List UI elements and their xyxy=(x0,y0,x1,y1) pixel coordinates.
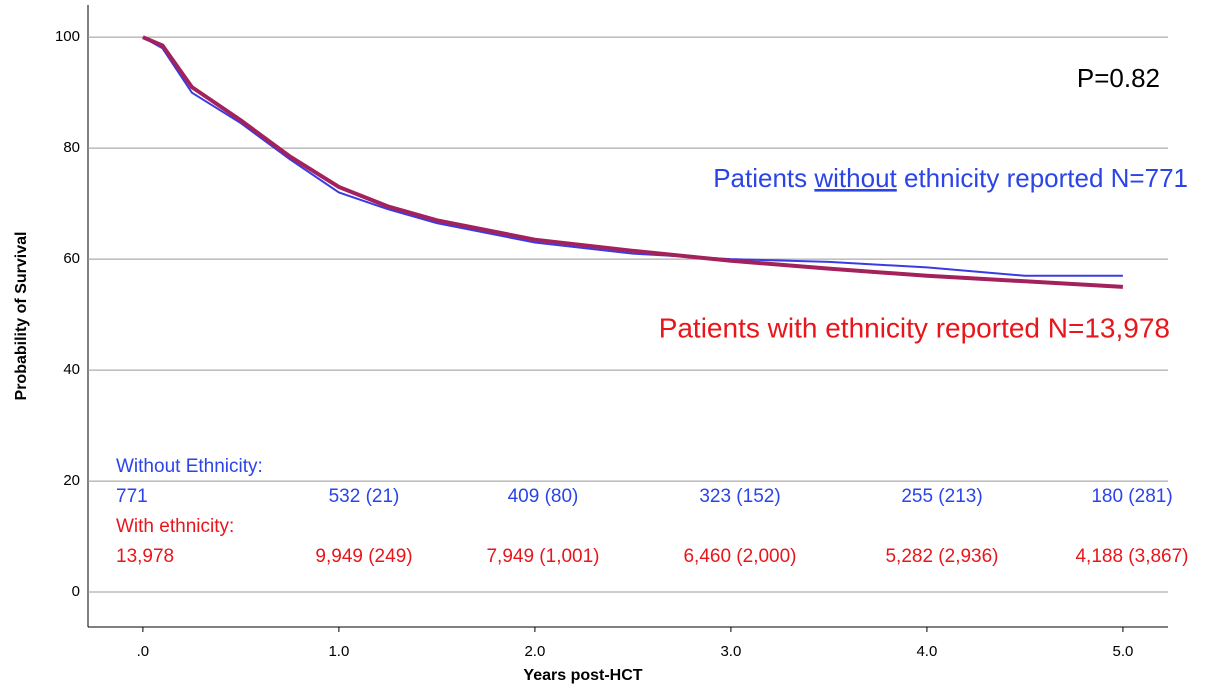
risk-value: 7,949 (1,001) xyxy=(486,546,599,567)
risk-value: 180 (281) xyxy=(1091,486,1172,507)
annotation-part: without xyxy=(813,163,897,193)
risk-value: 13,978 xyxy=(116,546,174,567)
risk-value: 6,460 (2,000) xyxy=(683,546,796,567)
risk-value: 255 (213) xyxy=(901,486,982,507)
y-tick-label: 0 xyxy=(72,583,80,600)
y-tick-label: 100 xyxy=(55,28,80,45)
x-tick-label: 5.0 xyxy=(1112,643,1133,660)
annotation-part: ethnicity reported N=771 xyxy=(897,163,1188,193)
x-tick-label: 4.0 xyxy=(916,643,937,660)
risk-value: 771 xyxy=(116,486,148,507)
y-tick-label: 40 xyxy=(63,361,80,378)
survival-curve xyxy=(142,35,1124,289)
survival-curve xyxy=(142,36,1123,277)
y-tick-label: 60 xyxy=(63,250,80,267)
y-axis-title: Probability of Survival xyxy=(13,232,30,401)
annotation: Patients with ethnicity reported N=13,97… xyxy=(659,312,1170,343)
risk-value: 323 (152) xyxy=(699,486,780,507)
risk-value: 4,188 (3,867) xyxy=(1075,546,1188,567)
annotation: Patients without ethnicity reported N=77… xyxy=(713,163,1188,193)
risk-value: 5,282 (2,936) xyxy=(885,546,998,567)
p-value: P=0.82 xyxy=(1077,63,1160,93)
risk-value: 409 (80) xyxy=(508,486,579,507)
y-tick-label: 20 xyxy=(63,472,80,489)
risk-label: With ethnicity: xyxy=(116,516,234,537)
x-tick-label: 1.0 xyxy=(328,643,349,660)
x-axis-title: Years post-HCT xyxy=(523,667,642,684)
risk-label: Without Ethnicity: xyxy=(116,456,263,477)
risk-value: 532 (21) xyxy=(329,486,400,507)
annotation-part: Patients xyxy=(713,163,814,193)
risk-value: 9,949 (249) xyxy=(315,546,412,567)
x-tick-label: .0 xyxy=(137,643,150,660)
x-tick-label: 3.0 xyxy=(720,643,741,660)
x-tick-label: 2.0 xyxy=(524,643,545,660)
y-tick-label: 80 xyxy=(63,139,80,156)
